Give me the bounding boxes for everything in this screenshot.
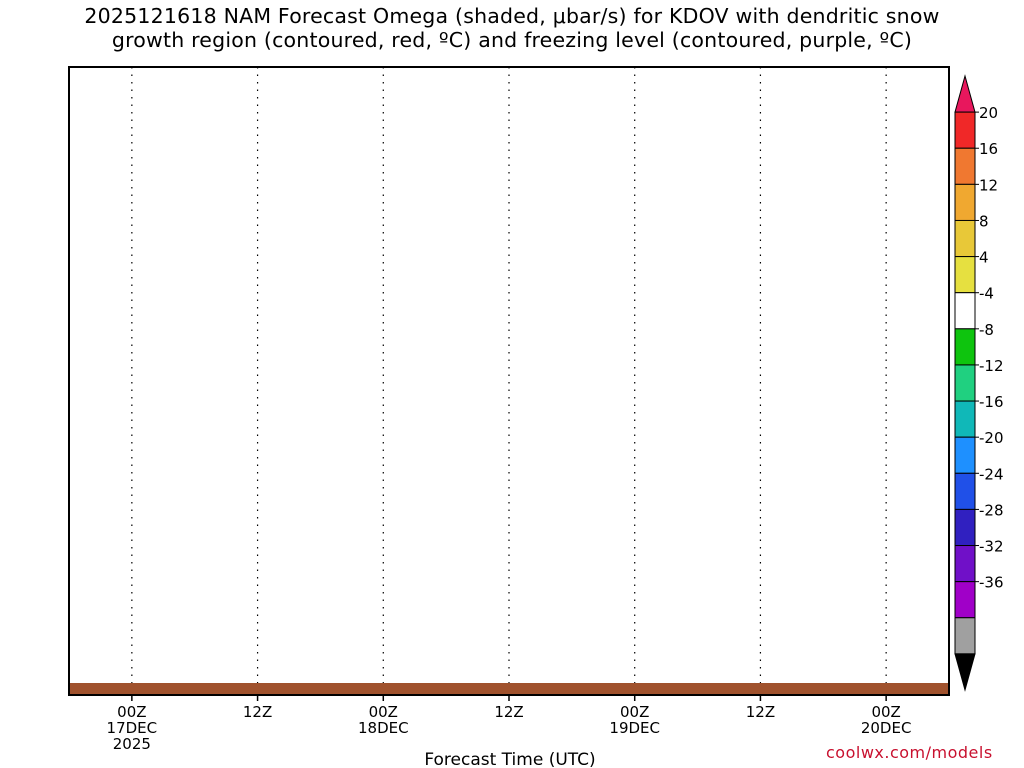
credit-text: coolwx.com/models (826, 743, 993, 762)
colorbar-swatch-4 (954, 219, 976, 258)
x-tick-label-4-1: 19DEC (609, 719, 660, 737)
colorbar-swatch-10 (954, 436, 976, 474)
colorbar-swatch-9 (954, 400, 976, 438)
colorbar-label-8: -16 (979, 393, 1004, 411)
x-tick-label-2-0: 00Z (369, 703, 398, 721)
colorbar-label-1: 16 (979, 140, 998, 158)
colorbar-swatch-0 (954, 74, 976, 113)
x-tick-label-6-1: 20DEC (861, 719, 912, 737)
x-tick-label-0-0: 00Z (117, 703, 146, 721)
colorbar-label-3: 8 (979, 212, 989, 230)
colorbar-swatch-3 (954, 183, 976, 221)
colorbar-swatch-8 (954, 364, 976, 402)
colorbar-label-12: -32 (979, 538, 1004, 556)
colorbar: 20 16 12 8 4 -4 -8 -12 -16 -20 -24 -28 -32 -36 (954, 74, 1004, 692)
colorbar-swatch-16 (954, 653, 976, 692)
grid-layer (131, 67, 887, 695)
colorbar-label-0: 20 (979, 104, 998, 122)
x-tick-label-0-1: 17DEC (107, 719, 158, 737)
colorbar-label-2: 12 (979, 176, 998, 194)
x-tick-label-1-0: 12Z (243, 703, 272, 721)
colorbar-label-6: -8 (979, 321, 994, 339)
colorbar-swatch-13 (954, 545, 976, 583)
x-tick-label-6-0: 00Z (871, 703, 900, 721)
colorbar-swatch-15 (954, 617, 976, 655)
colorbar-label-4: 4 (979, 249, 989, 267)
x-tick-label-0-2: 2025 (113, 735, 151, 753)
colorbar-label-7: -12 (979, 357, 1004, 375)
x-tick-label-5-0: 12Z (746, 703, 775, 721)
colorbar-label-10: -24 (979, 465, 1004, 483)
colorbar-swatch-14 (954, 581, 976, 619)
colorbar-swatch-11 (954, 472, 976, 510)
x-tick-label-3-0: 12Z (494, 703, 523, 721)
colorbar-label-5: -4 (979, 285, 994, 303)
x-tick-label-2-1: 18DEC (358, 719, 409, 737)
x-tick-label-4-0: 00Z (620, 703, 649, 721)
colorbar-label-13: -36 (979, 574, 1004, 592)
colorbar-swatch-1 (954, 111, 976, 149)
chart-title-line1: 2025121618 NAM Forecast Omega (shaded, μ… (84, 4, 940, 28)
colorbar-swatch-2 (954, 147, 976, 185)
x-axis-title: Forecast Time (UTC) (424, 750, 595, 768)
colorbar-swatch-5 (954, 256, 976, 294)
colorbar-label-9: -20 (979, 429, 1004, 447)
colorbar-swatch-12 (954, 508, 976, 547)
terrain-ground (69, 683, 949, 695)
colorbar-label-11: -28 (979, 501, 1004, 519)
chart-title: 2025121618 NAM Forecast Omega (shaded, μ… (0, 4, 1024, 52)
chart-title-line2: growth region (contoured, red, ºC) and f… (111, 28, 913, 52)
colorbar-swatch-7 (954, 328, 976, 366)
colorbar-swatch-6 (954, 292, 976, 330)
